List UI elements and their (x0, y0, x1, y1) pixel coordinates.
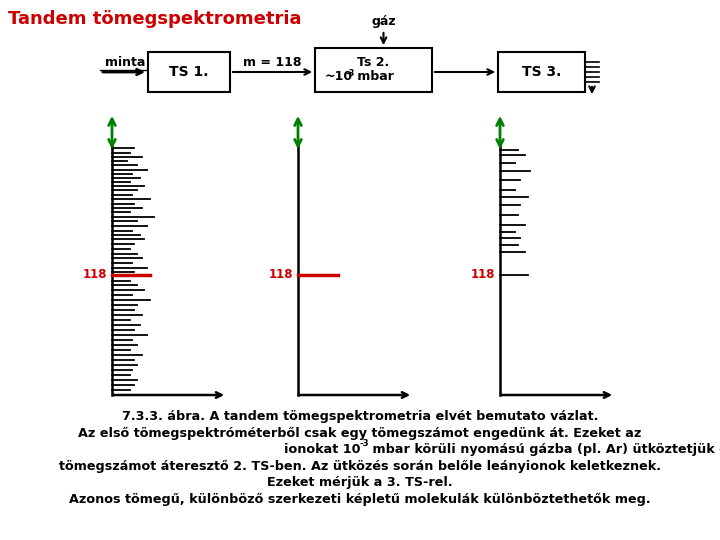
Text: Ts 2.: Ts 2. (357, 57, 390, 70)
Text: ionokat 10: ionokat 10 (284, 443, 360, 456)
Bar (498, 52, 585, 92)
Text: 118: 118 (269, 268, 293, 281)
Text: -3: -3 (360, 439, 369, 448)
Text: mbar körüli nyomású gázba (pl. Ar) ütköztetjük egy minden: mbar körüli nyomású gázba (pl. Ar) ütköz… (368, 443, 720, 456)
Text: TS 3.: TS 3. (522, 65, 561, 79)
Text: -3: -3 (346, 69, 356, 78)
Text: Ezeket mérjük a 3. TS-rel.: Ezeket mérjük a 3. TS-rel. (267, 476, 453, 489)
Text: tömegszámot áteresztő 2. TS-ben. Az ütközés során belőle leányionok keletkeznek.: tömegszámot áteresztő 2. TS-ben. Az ütkö… (59, 460, 661, 472)
Text: mbar: mbar (353, 71, 394, 84)
Text: 118: 118 (83, 268, 107, 281)
Text: gáz: gáz (372, 15, 396, 28)
Text: 7.3.3. ábra. A tandem tömegspektrometria elvét bemutato vázlat.: 7.3.3. ábra. A tandem tömegspektrometria… (122, 410, 598, 423)
Text: ~10: ~10 (325, 71, 353, 84)
Text: Az első tömegspektróméterből csak egy tömegszámot engedünk át. Ezeket az: Az első tömegspektróméterből csak egy tö… (78, 427, 642, 440)
Bar (148, 52, 230, 92)
Text: m = 118: m = 118 (243, 56, 302, 69)
Bar (315, 48, 432, 92)
Text: Azonos tömegű, különböző szerkezeti képletű molekulák különböztethetők meg.: Azonos tömegű, különböző szerkezeti képl… (69, 492, 651, 505)
Text: Tandem tömegspektrometria: Tandem tömegspektrometria (8, 10, 302, 28)
Text: TS 1.: TS 1. (169, 65, 209, 79)
Text: minta: minta (105, 56, 145, 69)
Text: 118: 118 (470, 268, 495, 281)
